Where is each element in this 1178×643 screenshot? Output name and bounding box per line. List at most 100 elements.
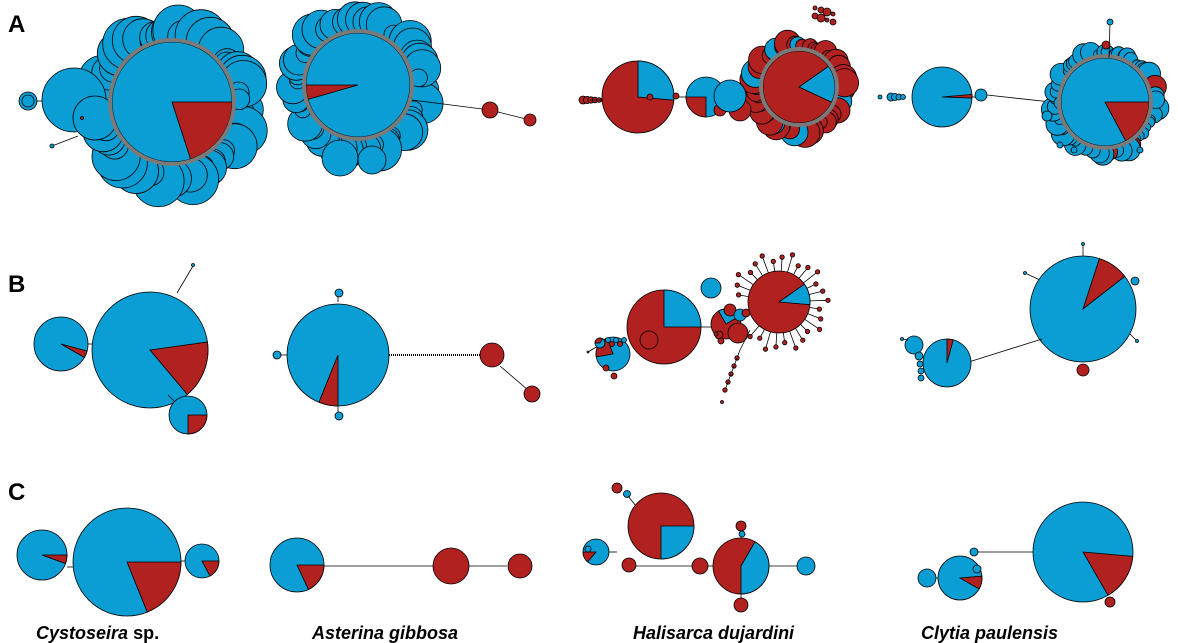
haplotype-node [747, 333, 753, 340]
network-edge [789, 330, 797, 349]
haplotype-node [916, 360, 924, 368]
haplotype-node [321, 139, 359, 177]
haplotype-wedge [41, 554, 68, 565]
network-row-a [18, 1, 1170, 208]
haplotype-wedge [1082, 258, 1126, 311]
network-row-b [33, 242, 1140, 435]
haplotype-node [602, 364, 610, 372]
network-row-c [16, 482, 1134, 617]
haplotype-node [432, 547, 470, 585]
haplotype-node [773, 344, 779, 350]
haplotype-wedge [685, 96, 707, 118]
network-edge [627, 495, 637, 507]
haplotype-node [917, 367, 925, 375]
haplotype-node [610, 372, 618, 380]
haplotype-node [621, 557, 637, 573]
network-edge [787, 254, 793, 273]
species-suffix: sp. [128, 623, 159, 643]
network-edge [587, 345, 599, 353]
species-label-cystoseira: Cystoseira sp. [36, 623, 159, 643]
haplotype-node [759, 253, 765, 259]
haplotype-node [1106, 18, 1114, 26]
haplotype-node [733, 597, 749, 613]
haplotype-node [21, 94, 35, 108]
haplotype-wedge [201, 560, 220, 577]
haplotype-node [917, 568, 937, 588]
haplotype-node [917, 374, 925, 382]
hub-ring [1057, 54, 1153, 150]
haplotype-node [816, 13, 826, 23]
network-edge [1129, 333, 1137, 341]
haplotype-node [735, 520, 747, 532]
haplotype-node [722, 387, 728, 393]
haplotype-wedge [958, 575, 983, 590]
haplotype-node [816, 326, 823, 332]
haplotype-node [820, 288, 826, 294]
haplotype-node [1130, 276, 1140, 286]
haplotype-node [613, 337, 619, 343]
haplotype-wedge [798, 65, 836, 103]
haplotype-node [700, 277, 722, 299]
haplotype-wedge [663, 289, 702, 328]
haplotype-node [900, 94, 906, 100]
haplotype-node [752, 261, 758, 267]
haplotype-wedge [740, 541, 770, 595]
haplotype-wedge [946, 338, 954, 364]
haplotype-node [272, 350, 282, 360]
species-label-halisarca: Halisarca dujardini [633, 623, 795, 643]
haplotype-node [914, 351, 924, 361]
network-edge [738, 274, 754, 286]
haplotype-node [80, 116, 84, 120]
haplotype-node [584, 545, 592, 553]
network-edge [411, 99, 491, 111]
haplotype-node [969, 547, 979, 557]
haplotype-node [334, 288, 344, 298]
haplotype-node [334, 411, 344, 421]
hub-ring [759, 47, 839, 127]
haplotype-node [877, 94, 883, 100]
haplotype-node [779, 254, 785, 260]
haplotype-wedge [187, 414, 208, 435]
network-edge [765, 331, 771, 350]
haplotype-node [723, 303, 737, 317]
haplotype-wedge [126, 561, 182, 613]
haplotype-node [479, 342, 505, 368]
haplotype-node [713, 79, 747, 113]
network-edge [803, 271, 818, 284]
haplotype-node [720, 400, 724, 404]
haplotype-node [481, 101, 499, 119]
species-label-asterina: Asterina gibbosa [311, 623, 458, 643]
network-edge [51, 135, 79, 147]
haplotype-node [735, 292, 742, 298]
haplotype-wedge [1104, 101, 1150, 142]
haplotype-node [1104, 596, 1116, 608]
haplotype-node [717, 337, 725, 345]
hub-ring [108, 38, 236, 166]
network-edge [176, 265, 194, 294]
haplotype-node [789, 252, 796, 258]
network-edge [761, 255, 769, 274]
haplotype-node [770, 258, 776, 264]
haplotype-node [805, 264, 811, 271]
haplotype-node [796, 556, 816, 576]
haplotype-node [611, 482, 623, 494]
haplotype-node [782, 339, 788, 346]
haplotype-node [974, 88, 988, 102]
haplotype-node [800, 337, 806, 343]
haplotype-node [734, 282, 740, 288]
haplotype-node [825, 297, 831, 303]
row-label-b: B [8, 271, 25, 298]
haplotype-node [646, 93, 654, 101]
haplotype-node [609, 341, 615, 347]
haplotype-node [900, 337, 904, 341]
hub-ring [302, 29, 414, 141]
haplotype-node [972, 564, 982, 574]
haplotype-node [639, 330, 659, 350]
haplotype-wedge [582, 551, 597, 563]
haplotype-node [1135, 339, 1139, 343]
haplotype-node [1070, 146, 1078, 154]
haplotype-node [904, 335, 924, 355]
haplotype-node [829, 18, 837, 26]
haplotype-node [691, 557, 709, 575]
